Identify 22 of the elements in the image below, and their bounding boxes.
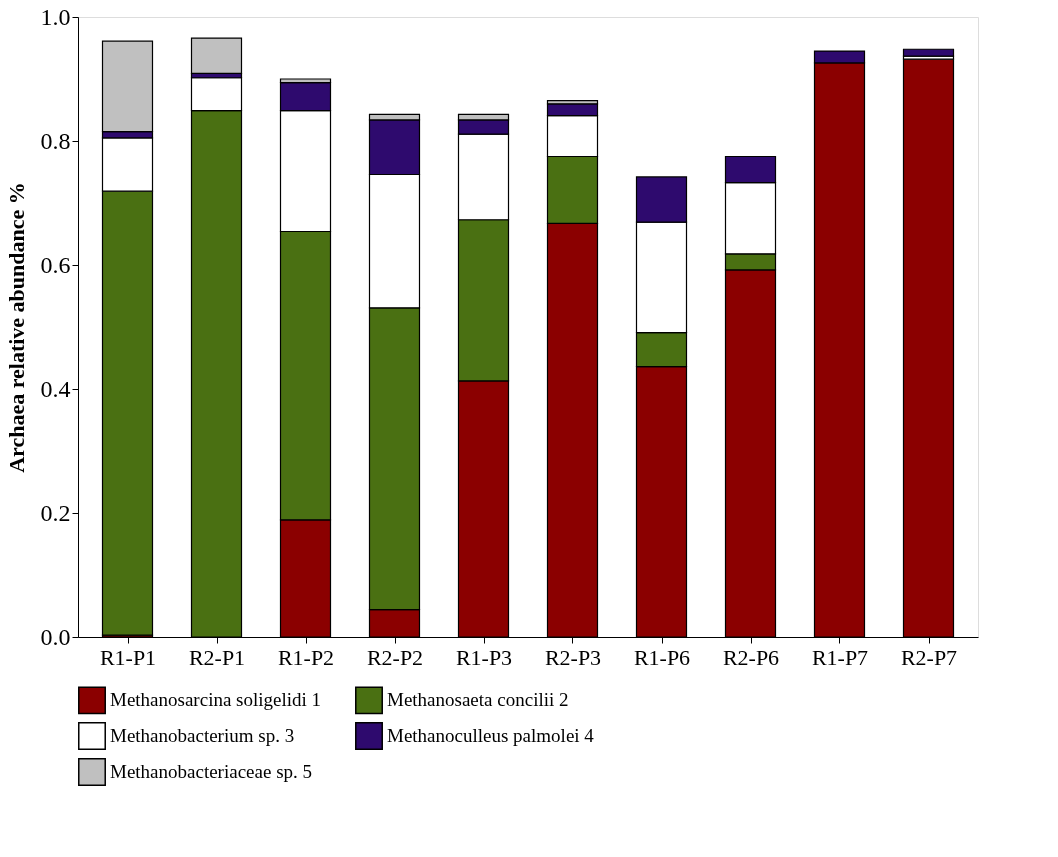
y-tick-label: 0.4 [40, 375, 71, 402]
y-tick-label: 0.8 [40, 127, 71, 154]
y-tick-label: 0.2 [40, 499, 71, 526]
x-tick-label: R1-P7 [811, 644, 869, 670]
x-tick-label: R2-P3 [544, 644, 602, 670]
x-tick-label: R2-P2 [366, 644, 424, 670]
x-tick-label: R2-P7 [900, 644, 958, 670]
legend-label: Methanobacterium sp. 3 [110, 725, 295, 746]
y-axis-title: Archaea relative abundance % [3, 182, 29, 473]
x-tick-label: R1-P3 [455, 644, 513, 670]
x-tick-label: R2-P1 [188, 644, 246, 670]
x-tick-label: R2-P6 [722, 644, 780, 670]
legend-label: Methanosarcina soligelidi 1 [110, 689, 322, 711]
legend-label: Methanosaeta concilii 2 [387, 689, 569, 711]
legend-label: Methanoculleus palmolei 4 [387, 725, 595, 746]
y-tick-label: 0.0 [40, 623, 71, 650]
y-tick-label: 1.0 [40, 3, 71, 30]
x-tick-label: R1-P1 [99, 644, 157, 670]
x-tick-label: R1-P6 [633, 644, 691, 670]
x-tick-label: R1-P2 [277, 644, 335, 670]
legend-label: Methanobacteriaceae sp. 5 [110, 761, 313, 782]
y-tick-label: 0.6 [40, 251, 71, 278]
